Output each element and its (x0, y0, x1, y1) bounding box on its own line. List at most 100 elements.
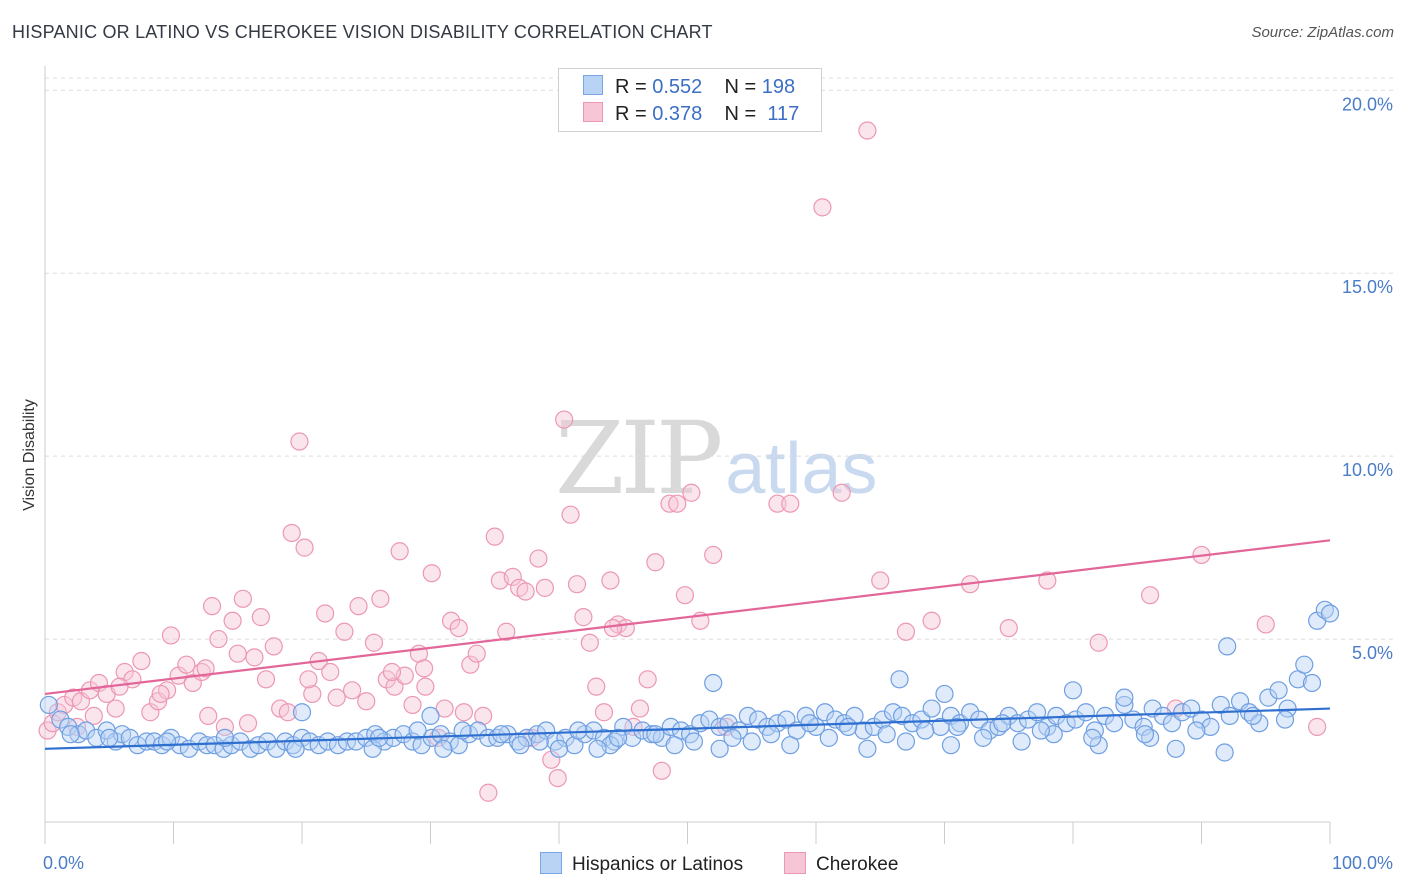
cherokee-point-71 (516, 582, 535, 601)
bottom-swatch-cherokee (784, 852, 806, 874)
cherokee-point-44 (343, 681, 362, 700)
hispanic-point-117 (1134, 717, 1153, 736)
hispanic-point-32 (318, 732, 337, 751)
hispanic-point-165 (511, 736, 530, 755)
correlation-legend: R = 0.552 N = 198 R = 0.378 N = 117 (558, 68, 822, 132)
y-tick-label-0: 5.0% (1352, 643, 1393, 663)
hispanic-point-168 (286, 739, 305, 758)
cherokee-point-69 (503, 567, 522, 586)
cherokee-point-63 (467, 644, 486, 663)
cherokee-point-122 (1256, 615, 1275, 634)
hispanic-point-84 (815, 703, 835, 722)
hispanic-point-162 (742, 732, 761, 751)
hispanic-point-146 (421, 706, 440, 726)
cherokee-trend-line (44, 539, 1331, 696)
cherokee-point-30 (251, 608, 270, 627)
hispanic-point-35 (346, 732, 366, 751)
cherokee-point-55 (416, 677, 435, 696)
cherokee-point-123 (1308, 717, 1327, 736)
hispanic-point-187 (684, 732, 704, 751)
watermark: ZIPatlas (555, 400, 877, 517)
hispanic-point-110 (1066, 710, 1085, 729)
cherokee-point-88 (630, 699, 650, 718)
hispanic-point-175 (1187, 721, 1206, 740)
hispanic-point-129 (1250, 714, 1269, 733)
cherokee-point-118 (1038, 571, 1057, 590)
legend-row-hispanic: R = 0.552 N = 198 (583, 75, 795, 99)
cherokee-point-120 (1140, 586, 1160, 605)
hispanic-point-180 (948, 717, 967, 736)
cherokee-point-89 (638, 670, 657, 689)
hispanic-point-184 (800, 714, 819, 733)
hispanic-point-109 (1057, 714, 1076, 733)
cherokee-point-53 (403, 695, 422, 715)
cherokee-point-99 (603, 618, 623, 638)
hispanic-point-183 (839, 717, 858, 736)
hispanic-point-114 (1105, 714, 1124, 733)
hispanic-point-159 (973, 728, 993, 747)
cherokee-point-104 (151, 684, 170, 704)
legend-n-hispanic: 198 (761, 76, 796, 98)
cherokee-point-23 (209, 629, 228, 649)
hispanic-point-147 (549, 739, 569, 758)
cherokee-point-31 (256, 670, 276, 689)
cherokee-point-65 (479, 783, 498, 802)
hispanic-point-1 (51, 710, 70, 729)
legend-r-cherokee: 0.378 (652, 103, 703, 125)
cherokee-point-25 (223, 611, 242, 630)
legend-row-cherokee: R = 0.378 N = 117 (583, 102, 799, 126)
cherokee-point-111 (781, 494, 800, 513)
cherokee-point-59 (441, 611, 461, 630)
cherokee-point-101 (382, 662, 402, 682)
cherokee-point-61 (454, 703, 474, 722)
hispanic-point-141 (1063, 681, 1083, 700)
cherokee-point-95 (682, 483, 701, 502)
cherokee-point-77 (555, 410, 574, 429)
cherokee-point-41 (321, 662, 340, 682)
hispanic-trend-line (44, 707, 1331, 750)
cherokee-point-68 (497, 622, 516, 641)
hispanic-point-176 (1135, 725, 1155, 744)
tick-labels: 5.0% 10.0% 15.0% 20.0% 0.0% 100.0% (43, 94, 1393, 873)
cherokee-point-45 (349, 597, 368, 616)
hispanic-point-135 (1302, 673, 1322, 693)
cherokee-point-38 (303, 684, 322, 704)
hispanic-point-61 (594, 728, 614, 747)
hispanic-point-2 (59, 717, 78, 736)
cherokee-point-56 (422, 564, 441, 583)
cherokee-point-21 (199, 706, 218, 726)
hispanic-point-153 (1012, 732, 1031, 751)
cherokee-point-94 (675, 586, 695, 605)
hispanic-point-181 (916, 721, 935, 740)
cherokee-point-76 (548, 768, 567, 788)
cherokee-point-108 (858, 121, 877, 140)
hispanic-point-156 (1215, 743, 1234, 762)
hispanic-point-21 (222, 736, 241, 755)
cherokee-point-47 (364, 633, 384, 652)
legend-r-hispanic: 0.552 (652, 76, 703, 98)
hispanic-point-150 (781, 736, 800, 755)
cherokee-point-113 (871, 571, 890, 590)
cherokee-point-93 (668, 494, 687, 513)
hispanic-point-194 (408, 721, 427, 740)
cherokee-point-100 (414, 659, 434, 678)
cherokee-point-80 (574, 608, 593, 627)
x-tick-label-0: 0.0% (43, 853, 84, 873)
hispanic-point-142 (935, 684, 954, 704)
hispanic-point-189 (609, 728, 628, 747)
hispanic-point-79 (768, 714, 787, 733)
axes (44, 66, 1331, 844)
cherokee-point-79 (567, 575, 587, 594)
hispanic-point-171 (100, 728, 119, 747)
hispanic-point-179 (993, 714, 1012, 733)
cherokee-point-34 (278, 703, 297, 722)
hispanic-point-33 (328, 736, 348, 755)
cherokee-point-115 (922, 611, 941, 630)
cherokee-point-48 (371, 589, 390, 608)
hispanic-point-160 (896, 732, 916, 751)
cherokee-point-51 (390, 542, 409, 561)
cherokee-point-40 (316, 604, 335, 623)
hispanic-point-191 (530, 732, 549, 751)
cherokee-point-112 (832, 483, 851, 502)
hispanic-point-92 (892, 706, 912, 726)
